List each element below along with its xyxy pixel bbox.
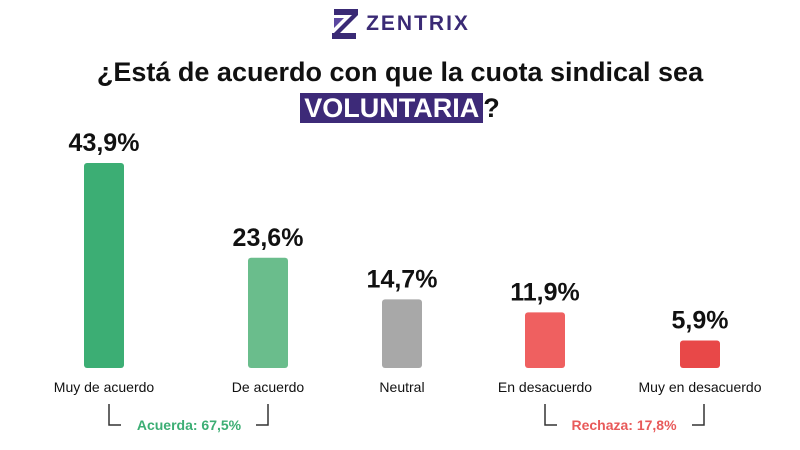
category-label-4: Muy en desacuerdo xyxy=(639,379,762,395)
value-label-3: 11,9% xyxy=(510,278,580,306)
value-label-2: 14,7% xyxy=(367,265,438,293)
chart-title: ¿Está de acuerdo con que la cuota sindic… xyxy=(0,54,800,126)
value-label-4: 5,9% xyxy=(672,306,729,334)
category-label-1: De acuerdo xyxy=(232,379,305,395)
bar-3 xyxy=(525,312,565,368)
value-label-0: 43,9% xyxy=(69,129,140,157)
bar-2 xyxy=(382,299,422,368)
category-label-3: En desacuerdo xyxy=(498,379,592,395)
title-line1: ¿Está de acuerdo con que la cuota sindic… xyxy=(96,57,704,87)
title-highlight: VOLUNTARIA xyxy=(300,93,484,123)
brand-header: ZENTRIX xyxy=(0,4,800,44)
category-label-0: Muy de acuerdo xyxy=(54,379,155,395)
bracket-right-0 xyxy=(256,404,269,426)
title-suffix: ? xyxy=(483,93,500,123)
bar-1 xyxy=(248,257,288,368)
annotation-label-0: Acuerda: 67,5% xyxy=(137,417,242,433)
bar-0 xyxy=(84,163,124,368)
category-label-2: Neutral xyxy=(379,379,424,395)
bar-4 xyxy=(680,340,720,368)
bracket-left-0 xyxy=(108,404,121,426)
value-label-1: 23,6% xyxy=(233,224,304,252)
bracket-left-1 xyxy=(544,404,557,426)
bracket-right-1 xyxy=(692,404,705,426)
annotation-label-1: Rechaza: 17,8% xyxy=(571,417,677,433)
zentrix-logo-icon xyxy=(332,9,359,39)
brand-name: ZENTRIX xyxy=(366,12,470,35)
